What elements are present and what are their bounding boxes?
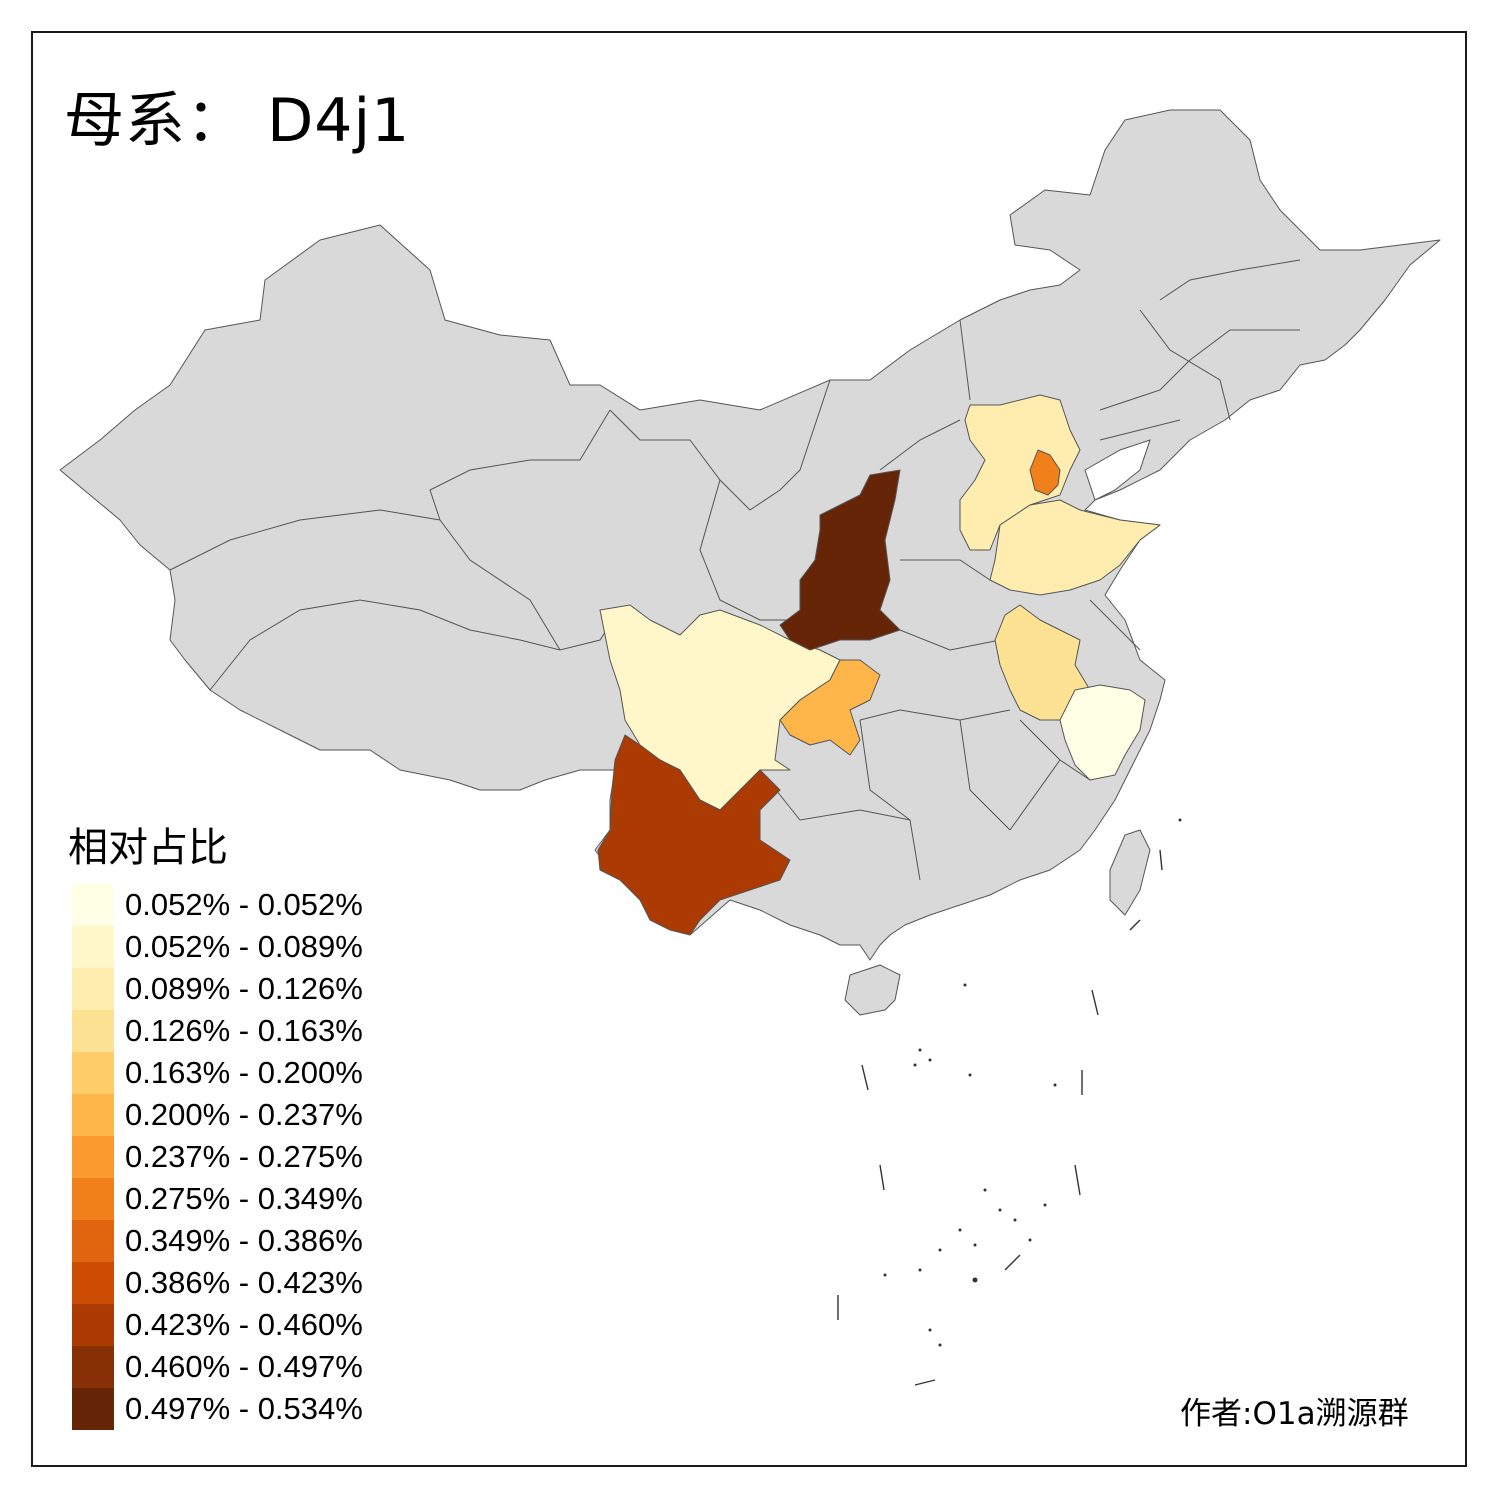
boundary-line <box>859 719 921 881</box>
legend-label: 0.460% - 0.497% <box>125 1349 363 1384</box>
island-dot <box>1053 1083 1057 1087</box>
island-dot <box>1043 1203 1047 1207</box>
island-dot <box>968 1073 972 1077</box>
island-marker <box>861 1064 869 1091</box>
bohai-sea <box>1084 439 1151 501</box>
island-marker <box>1091 989 1099 1016</box>
island-dot <box>963 983 967 987</box>
author-credit: 作者:O1a溯源群 <box>1180 1396 1409 1432</box>
boundary-line <box>959 319 971 401</box>
boundary-line <box>1089 599 1141 651</box>
legend-swatch <box>72 1388 114 1430</box>
island-dot <box>918 1268 922 1272</box>
boundary-line <box>879 419 961 471</box>
legend-label: 0.052% - 0.052% <box>125 887 363 922</box>
boundary-line <box>759 769 911 821</box>
island-marker <box>1129 919 1141 931</box>
island-dot <box>1028 1238 1032 1242</box>
legend-swatch <box>72 1094 114 1136</box>
island-dot <box>972 1277 978 1283</box>
boundary-line <box>1139 309 1231 421</box>
island-marker <box>879 1164 885 1191</box>
legend-label: 0.052% - 0.089% <box>125 929 363 964</box>
legend-label: 0.089% - 0.126% <box>125 971 363 1006</box>
taiwan-island <box>1109 829 1151 916</box>
legend-swatch <box>72 968 114 1010</box>
legend-label: 0.126% - 0.163% <box>125 1013 363 1048</box>
legend-label: 0.349% - 0.386% <box>125 1223 363 1258</box>
region-shaanxi <box>779 469 901 651</box>
boundary-line <box>429 409 611 521</box>
legend-swatch <box>72 1304 114 1346</box>
island-dot <box>928 1328 932 1332</box>
hainan-island <box>844 964 901 1016</box>
legend-title: 相对占比 <box>68 825 228 871</box>
island-dot <box>998 1208 1002 1212</box>
legend-swatch <box>72 1052 114 1094</box>
island-dot <box>983 1188 987 1192</box>
island-dot <box>928 1058 932 1062</box>
island-dot <box>973 1243 977 1247</box>
legend-swatch <box>72 926 114 968</box>
boundary-line <box>900 559 991 581</box>
data-regions <box>597 394 1161 936</box>
boundary-line <box>169 509 441 571</box>
island-dot <box>918 1048 922 1052</box>
legend-label: 0.386% - 0.423% <box>125 1265 363 1300</box>
legend-label: 0.237% - 0.275% <box>125 1139 363 1174</box>
island-marker <box>1159 849 1163 871</box>
legend-swatch <box>72 884 114 926</box>
region-yunnan <box>597 734 791 936</box>
legend-swatch <box>72 1220 114 1262</box>
boundary-line <box>1099 329 1300 411</box>
boundary-line <box>1159 259 1301 301</box>
boundary-line <box>859 709 1011 721</box>
island-marker <box>1074 1164 1081 1196</box>
boundary-line <box>799 379 831 471</box>
island-dot <box>958 1228 962 1232</box>
province-boundaries <box>169 259 1301 881</box>
island-dot <box>913 1063 917 1067</box>
boundary-line <box>209 599 621 691</box>
island-dot <box>883 1273 887 1277</box>
legend-label: 0.275% - 0.349% <box>125 1181 363 1216</box>
legend-swatch <box>72 1178 114 1220</box>
island-dots <box>883 818 1182 1347</box>
map-title: 母系： D4j1 <box>64 86 411 156</box>
legend-label: 0.497% - 0.534% <box>125 1391 363 1426</box>
legend-swatch <box>72 1010 114 1052</box>
legend-label: 0.423% - 0.460% <box>125 1307 363 1342</box>
boundary-line <box>1019 719 1061 761</box>
south-sea-islands <box>837 849 1163 1386</box>
boundary-line <box>439 519 561 651</box>
boundary-line <box>899 629 1001 651</box>
boundary-line <box>959 719 1011 831</box>
island-marker <box>914 1379 936 1386</box>
legend-swatch <box>72 1262 114 1304</box>
island-dot <box>1013 1218 1017 1222</box>
island-marker <box>1004 1254 1021 1271</box>
boundary-line <box>1099 419 1181 441</box>
legend-label: 0.163% - 0.200% <box>125 1055 363 1090</box>
island-dot <box>1178 818 1182 822</box>
region-chongqing <box>779 659 881 756</box>
boundary-line <box>699 479 790 621</box>
island-dot <box>938 1248 942 1252</box>
region-zhejiang <box>1059 684 1146 781</box>
region-tianjin <box>1029 449 1061 496</box>
island-dot <box>938 1343 942 1347</box>
legend-swatch <box>72 1346 114 1388</box>
legend-swatch <box>72 1136 114 1178</box>
region-shandong <box>989 499 1161 596</box>
legend-label: 0.200% - 0.237% <box>125 1097 363 1132</box>
